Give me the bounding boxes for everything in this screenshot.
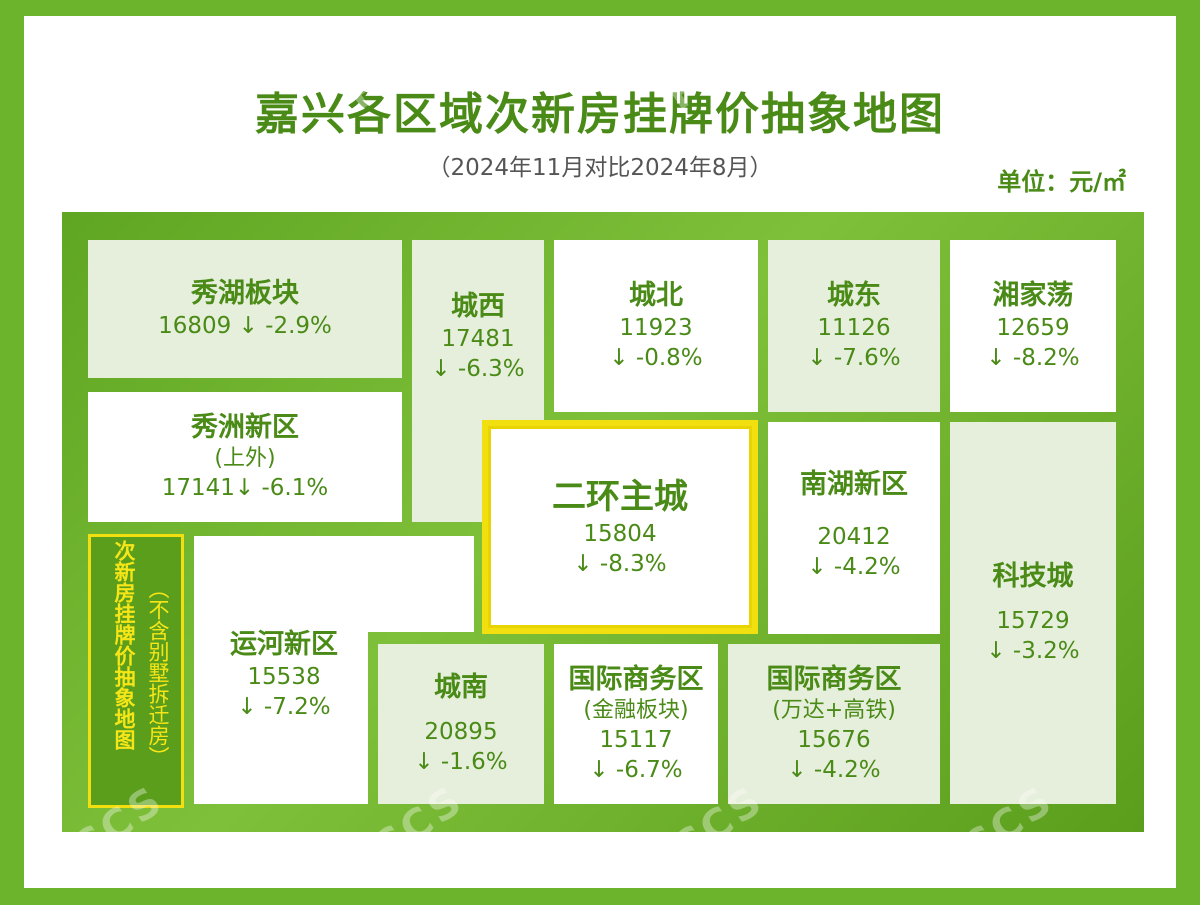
region-price: 20895 [424, 719, 498, 745]
region-name: 城东 [827, 280, 881, 311]
region-yunhe: 运河新区 15538 ↓ -7.2% [194, 620, 374, 730]
region-change: ↓ -3.2% [986, 638, 1080, 664]
region-name: 南湖新区 [800, 469, 908, 500]
region-name: 国际商务区 [568, 664, 704, 695]
region-chengnan: 城南 20895 ↓ -1.6% [378, 644, 544, 804]
region-change: ↓ -8.3% [573, 551, 667, 577]
region-price: 11126 [817, 315, 891, 341]
region-name: 城南 [434, 672, 488, 703]
region-value: 16809 ↓ -2.9% [158, 313, 332, 339]
region-yunhe-upper [194, 536, 474, 632]
region-price: 17481 [441, 326, 515, 352]
region-change: ↓ -0.8% [609, 345, 703, 371]
region-name: 城西 [451, 291, 505, 322]
region-chengbei: 城北 11923 ↓ -0.8% [554, 240, 758, 412]
region-note: (金融板块) [583, 698, 689, 723]
region-cbd-wanda: 国际商务区 (万达+高铁) 15676 ↓ -4.2% [728, 644, 940, 804]
region-name: 城北 [629, 280, 683, 311]
region-change: ↓ -6.3% [431, 356, 525, 382]
region-value: 17141↓ -6.1% [161, 475, 329, 501]
region-price: 20412 [817, 524, 891, 550]
region-cbd-finance: 国际商务区 (金融板块) 15117 ↓ -6.7% [554, 644, 718, 804]
region-price: 15729 [996, 608, 1070, 634]
region-price: 12659 [996, 315, 1070, 341]
map-subtitle: （2024年11月对比2024年8月） [427, 155, 773, 181]
legend-sub-text: （不含别墅拆迁房） [146, 578, 170, 767]
map-title: 嘉兴各区域次新房挂牌价抽象地图 [255, 89, 945, 140]
region-price: 15117 [599, 727, 673, 753]
region-chengdong: 城东 11126 ↓ -7.6% [768, 240, 940, 412]
region-name: 湘家荡 [992, 280, 1074, 311]
region-change: ↓ -8.2% [986, 345, 1080, 371]
region-price: 11923 [619, 315, 693, 341]
region-change: ↓ -4.2% [787, 757, 881, 783]
legend-main-text: 次新房挂牌价抽象地图 [112, 540, 136, 750]
region-xiuhu: 秀湖板块 16809 ↓ -2.9% [88, 240, 402, 378]
unit-label: 单位：元/㎡ [997, 168, 1126, 196]
region-yunhe-lower [194, 630, 368, 804]
region-change: ↓ -1.6% [414, 749, 508, 775]
region-note: (万达+高铁) [772, 698, 896, 723]
region-xiuzhou: 秀洲新区 (上外) 17141↓ -6.1% [88, 392, 402, 522]
legend-box [88, 534, 184, 808]
region-nanhu: 南湖新区 20412 ↓ -4.2% [768, 422, 940, 634]
region-name: 二环主城 [552, 477, 688, 517]
region-name: 国际商务区 [766, 664, 902, 695]
region-name: 秀湖板块 [191, 278, 299, 309]
region-price: 15538 [247, 664, 321, 690]
region-erhuan-core: 二环主城 15804 ↓ -8.3% [482, 420, 758, 634]
region-name: 科技城 [992, 561, 1074, 592]
region-price: 15804 [583, 521, 657, 547]
region-change: ↓ -6.7% [589, 757, 683, 783]
region-xiangjiadang: 湘家荡 12659 ↓ -8.2% [950, 240, 1116, 412]
region-change: ↓ -7.6% [807, 345, 901, 371]
region-price: 15676 [797, 727, 871, 753]
region-kejicheng: 科技城 15729 ↓ -3.2% [950, 422, 1116, 804]
region-change: ↓ -7.2% [237, 694, 331, 720]
region-note: (上外) [214, 446, 276, 471]
region-change: ↓ -4.2% [807, 554, 901, 580]
region-name: 秀洲新区 [191, 412, 299, 443]
region-name: 运河新区 [230, 629, 338, 660]
